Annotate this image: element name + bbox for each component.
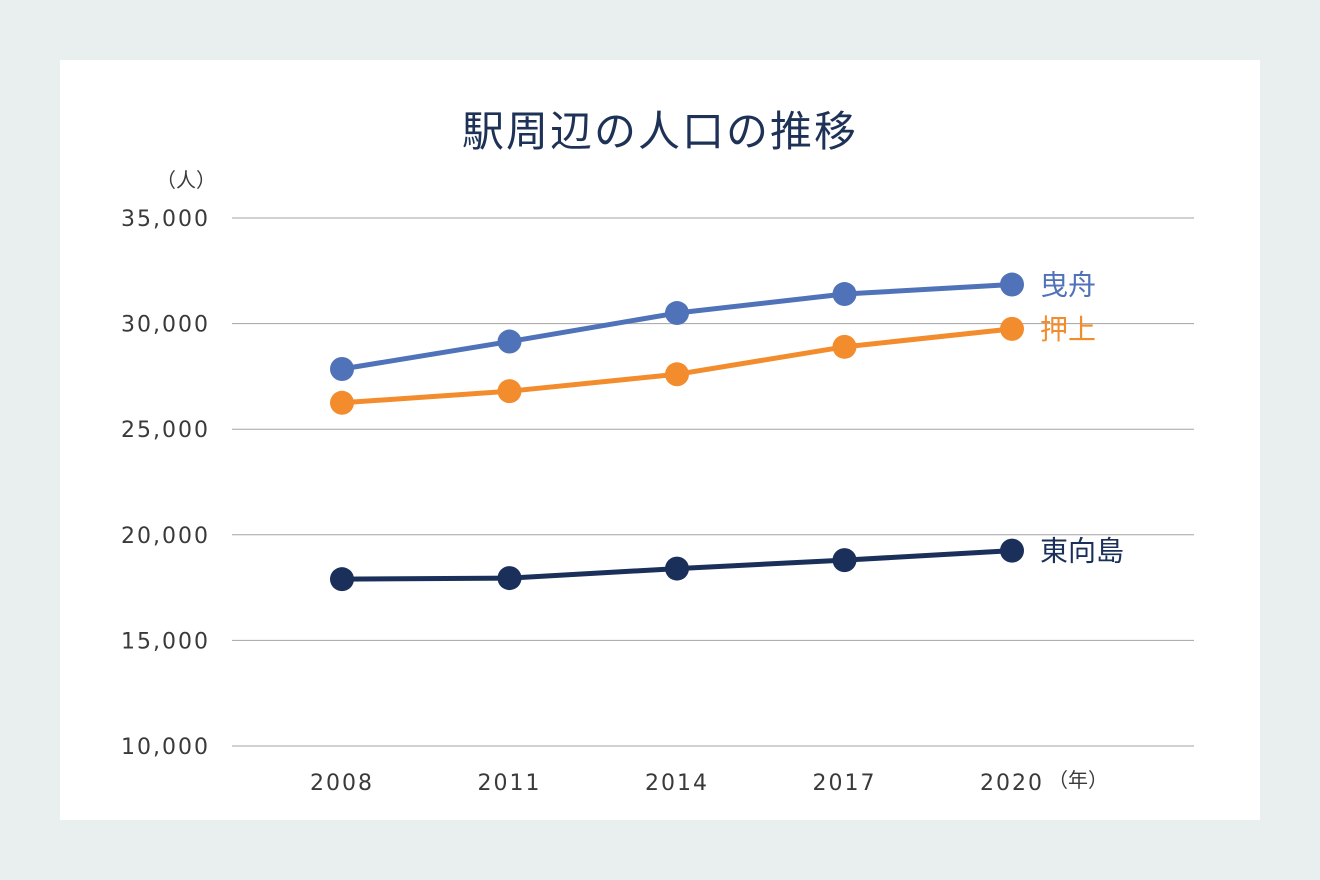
data-point: [330, 567, 354, 592]
data-point: [497, 379, 522, 404]
grid-lines: [232, 217, 1194, 747]
data-point: [1000, 538, 1024, 563]
series-label: 押上: [1040, 313, 1096, 346]
series-lines: [330, 272, 1024, 592]
x-tick-labels: 2008 2011 2014 2017 2020: [310, 771, 1044, 796]
y-tick-label: 35,000: [121, 207, 210, 232]
data-point: [330, 390, 354, 415]
data-point: [832, 282, 857, 307]
y-tick-label: 15,000: [121, 629, 210, 654]
data-point: [665, 301, 689, 326]
x-tick-label: 2020: [980, 771, 1044, 796]
series-label: 東向島: [1040, 535, 1124, 568]
data-point: [832, 548, 857, 573]
data-point: [665, 362, 689, 387]
chart-title: 駅周辺の人口の推移: [462, 107, 858, 156]
y-tick-label: 30,000: [121, 313, 210, 338]
data-point: [330, 357, 354, 382]
chart-card: [60, 60, 1260, 820]
y-tick-label: 20,000: [121, 524, 210, 549]
data-point: [832, 334, 857, 359]
y-tick-label: 25,000: [121, 418, 210, 443]
data-point: [497, 329, 522, 354]
series-line: [339, 282, 1015, 372]
x-axis-unit: （年）: [1048, 768, 1108, 792]
data-point: [1000, 316, 1024, 341]
y-tick-label: 10,000: [121, 735, 210, 760]
x-tick-label: 2008: [310, 771, 374, 796]
y-tick-labels: 10,000 15,000 20,000 25,000 30,000 35,000: [121, 207, 210, 760]
x-tick-label: 2017: [813, 771, 877, 796]
y-axis-unit: （人）: [156, 168, 216, 192]
x-tick-label: 2014: [645, 771, 709, 796]
data-point: [665, 556, 689, 581]
series-label: 曳舟: [1040, 269, 1096, 302]
data-point: [1000, 272, 1024, 297]
x-tick-label: 2011: [478, 771, 542, 796]
data-point: [497, 566, 522, 591]
